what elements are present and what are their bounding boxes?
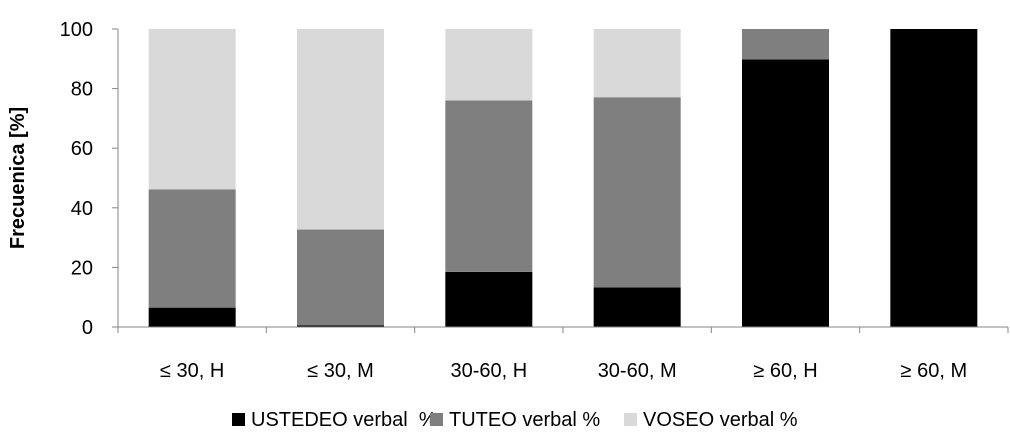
- x-tick-label: ≥ 60, M: [901, 360, 968, 382]
- x-tick-label: 30-60, H: [450, 360, 527, 382]
- bar-segment: [297, 229, 384, 326]
- legend: USTEDEO verbal % TUTEO verbal % VOSEO verb…: [232, 409, 798, 431]
- y-axis-title: Frecuenica [%]: [7, 107, 29, 249]
- legend-label: VOSEO verbal %: [643, 409, 798, 431]
- x-tick-label: ≤ 30, H: [160, 360, 224, 382]
- bar-segment: [148, 29, 236, 190]
- bar-segment: [445, 100, 533, 272]
- bar-segment: [445, 271, 533, 327]
- bar-segment: [890, 29, 978, 327]
- bar-segment: [297, 325, 384, 327]
- y-tick-label: 60: [71, 138, 93, 160]
- y-tick-label: 100: [60, 19, 93, 41]
- bar-segment: [593, 287, 681, 327]
- bar-segment: [593, 29, 681, 98]
- legend-swatch: [430, 413, 443, 426]
- y-tick-label: 0: [82, 317, 93, 339]
- plot-area: 0 20 40 60 80 100 ≤ 30, H ≤ 30, M 30-60, H 30-60,…: [60, 19, 1009, 382]
- legend-label: TUTEO verbal %: [449, 409, 600, 431]
- bar-segment: [593, 97, 681, 288]
- bar-segment: [742, 29, 829, 60]
- bar-segment: [445, 29, 533, 101]
- bar-segment: [297, 29, 384, 230]
- y-tick-label: 40: [71, 198, 93, 220]
- bar-segment: [148, 307, 236, 327]
- legend-swatch: [624, 413, 637, 426]
- y-tick-label: 20: [71, 257, 93, 279]
- x-tick-label: ≤ 30, M: [307, 360, 374, 382]
- x-tick-label: ≥ 60, H: [753, 360, 817, 382]
- bar-segment: [148, 189, 236, 308]
- legend-label: USTEDEO verbal %: [251, 409, 437, 431]
- bar-segment: [742, 59, 829, 328]
- legend-swatch: [232, 413, 245, 426]
- x-tick-label: 30-60, M: [598, 360, 677, 382]
- y-tick-label: 80: [71, 79, 93, 101]
